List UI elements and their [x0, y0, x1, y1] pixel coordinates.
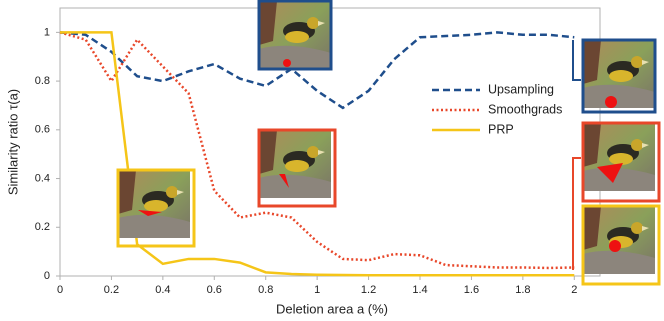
y-tick-label: 0.2	[35, 221, 50, 233]
legend-label: Upsampling	[488, 82, 554, 96]
y-axis-title: Similarity ratio τ(a)	[5, 89, 20, 195]
legend: Upsampling Smoothgrads PRP	[432, 82, 562, 136]
x-tick-label: 1.8	[515, 284, 530, 296]
series-line	[60, 31, 575, 277]
x-tick-label: 2	[571, 284, 577, 296]
x-tick-label: 1	[314, 284, 320, 296]
connectors	[572, 40, 581, 270]
x-tick-label: 1.4	[412, 284, 427, 296]
legend-label: Smoothgrads	[488, 102, 562, 116]
series-line	[59, 31, 575, 110]
x-axis-title: Deletion area a (%)	[276, 301, 388, 316]
y-tick-label: 0.4	[35, 172, 50, 184]
series-line	[59, 31, 575, 270]
x-tick-label: 1.6	[464, 284, 479, 296]
x-tick-label: 0.6	[207, 284, 222, 296]
x-tick-label: 1.2	[361, 284, 376, 296]
plot-area: 0 0.2 0.4 0.6 0.8 1 0 0.2 0.4 0.6 0.8 1 1.2 1.4 1.6 1.8…	[35, 26, 578, 296]
y-tick-label: 1	[44, 26, 50, 38]
x-tick-label: 0.4	[155, 284, 170, 296]
x-tick-label: 0	[57, 284, 63, 296]
inset-images	[116, 0, 661, 286]
y-tick-label: 0.6	[35, 124, 50, 136]
x-tick-label: 0.8	[258, 284, 273, 296]
legend-label: PRP	[488, 122, 514, 136]
x-tick-label: 0.2	[104, 284, 119, 296]
y-tick-label: 0.8	[35, 75, 50, 87]
y-tick-label: 0	[44, 270, 50, 282]
